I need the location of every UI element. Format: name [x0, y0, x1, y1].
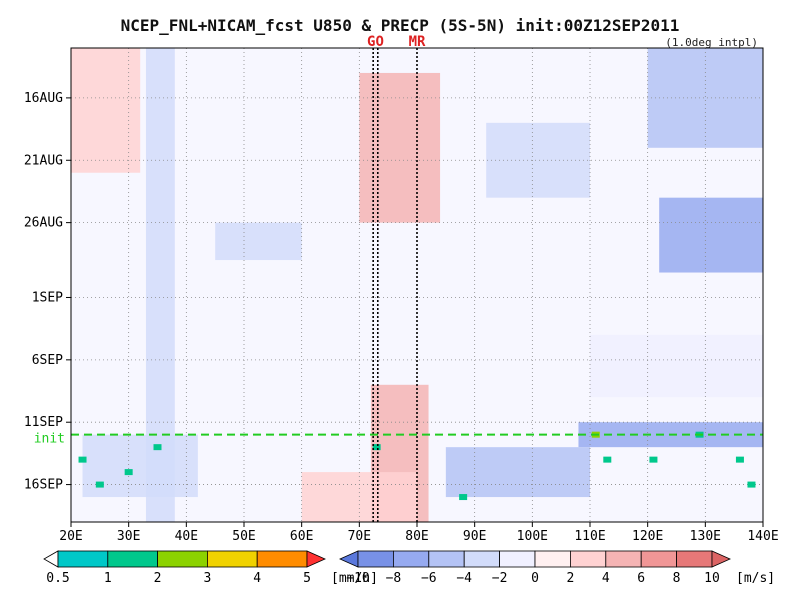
colorbar-label: 1 [104, 571, 112, 586]
precip-mark [153, 444, 162, 451]
precip-mark [124, 469, 133, 476]
x-tick-label: 50E [232, 529, 255, 544]
plot-area: GO MR init [34, 34, 764, 523]
x-tick-label: 60E [290, 529, 313, 544]
colorbar-swatch [157, 550, 208, 568]
wind-region [71, 48, 141, 173]
colorbar-arrow-left [43, 550, 59, 568]
colorbar-swatch [206, 550, 258, 568]
colorbar-label: −6 [421, 571, 437, 586]
colorbar-swatch [357, 550, 394, 568]
colorbar-swatch [57, 550, 109, 568]
colorbar-unit: [m/s] [736, 571, 775, 586]
colorbar-label: 5 [303, 571, 311, 586]
colorbar-label: −8 [386, 571, 402, 586]
x-tick-label: 140E [747, 529, 778, 544]
marker-line-layer: GO MR init [34, 34, 763, 522]
y-tick-label: 6SEP [32, 353, 63, 368]
x-tick-label: 40E [175, 529, 198, 544]
colorbar-label: 3 [203, 571, 211, 586]
wind-region [486, 122, 590, 198]
colorbar-swatch [640, 550, 678, 568]
colorbar-label: 4 [602, 571, 610, 586]
x-tick-label: 110E [574, 529, 605, 544]
colorbar-label: 2 [566, 571, 574, 586]
colorbar-label: 4 [253, 571, 261, 586]
precip-mark [372, 444, 381, 451]
precip-mark [459, 494, 468, 501]
colorbar-label: −4 [456, 571, 472, 586]
precip-mark [747, 481, 756, 488]
x-tick-label: 100E [517, 529, 548, 544]
x-tick-label: 90E [463, 529, 486, 544]
colorbar-swatch [570, 550, 607, 568]
colorbar-label: 6 [637, 571, 645, 586]
y-tick-label: 21AUG [24, 153, 63, 168]
grid-layer [71, 48, 763, 522]
y-axis: 16AUG 21AUG 26AUG 1SEP 6SEP 11SEP 16SEP [24, 91, 71, 493]
colorbar-arrow-right [711, 550, 731, 568]
wind-region [215, 222, 302, 261]
colorbar-swatch [392, 550, 430, 568]
x-tick-label: 20E [59, 529, 82, 544]
colorbar-label: 0 [531, 571, 539, 586]
x-axis: 20E 30E 40E 50E 60E 70E 80E 90E 100E 110E 120E 130E… [59, 522, 779, 544]
precip-mark [78, 456, 87, 463]
colorbar-swatch [428, 550, 465, 568]
x-tick-label: 70E [348, 529, 371, 544]
wind-region [659, 197, 763, 273]
y-tick-label: 16AUG [24, 91, 63, 106]
precip-mark [95, 481, 104, 488]
marker-label-mr: MR [409, 34, 426, 50]
wind-shading-layer [71, 48, 763, 522]
y-tick-label: 16SEP [24, 478, 63, 493]
y-tick-label: 26AUG [24, 216, 63, 231]
colorbar-swatch [534, 550, 571, 568]
wind-region [590, 334, 763, 398]
colorbar-swatch [256, 550, 308, 568]
chart-subtitle: (1.0deg intpl) [665, 36, 758, 49]
precip-mark [649, 456, 658, 463]
colorbar-unit: [mm/h] [331, 571, 378, 586]
init-label: init [34, 432, 65, 447]
wind-region [301, 472, 417, 522]
y-tick-label: 1SEP [32, 290, 63, 305]
y-tick-label: 11SEP [24, 415, 63, 430]
colorbar-label: 10 [704, 571, 720, 586]
x-tick-label: 120E [632, 529, 663, 544]
x-tick-label: 130E [690, 529, 721, 544]
colorbar-arrow-left [339, 550, 359, 568]
wind-colorbar: −10 −8 −6 −4 −2 0 2 4 6 8 10 [m/s] [339, 550, 775, 586]
colorbar-label: 2 [154, 571, 162, 586]
colorbar-swatch [499, 550, 536, 568]
colorbar-swatch [107, 550, 159, 568]
x-tick-label: 30E [117, 529, 140, 544]
colorbar-swatch [605, 550, 642, 568]
wind-region [445, 447, 590, 498]
wind-region [359, 72, 441, 223]
colorbar-label: 8 [673, 571, 681, 586]
chart-title: NCEP_FNL+NICAM_fcst U850 & PRECP (5S-5N)… [121, 16, 680, 35]
colorbar-label: 0.5 [46, 571, 69, 586]
precip-mark [603, 456, 612, 463]
colorbar-arrow-right [306, 550, 326, 568]
marker-label-go: GO [367, 34, 384, 50]
precip-mark [735, 456, 744, 463]
colorbar-label: −2 [492, 571, 508, 586]
colorbar-swatch [463, 550, 501, 568]
colorbar-swatch [676, 550, 713, 568]
precip-colorbar: 0.5 1 2 3 4 5 [mm/h] [43, 550, 378, 586]
wind-region [82, 434, 198, 498]
x-tick-label: 80E [405, 529, 428, 544]
colorbar-label: −10 [346, 571, 369, 586]
